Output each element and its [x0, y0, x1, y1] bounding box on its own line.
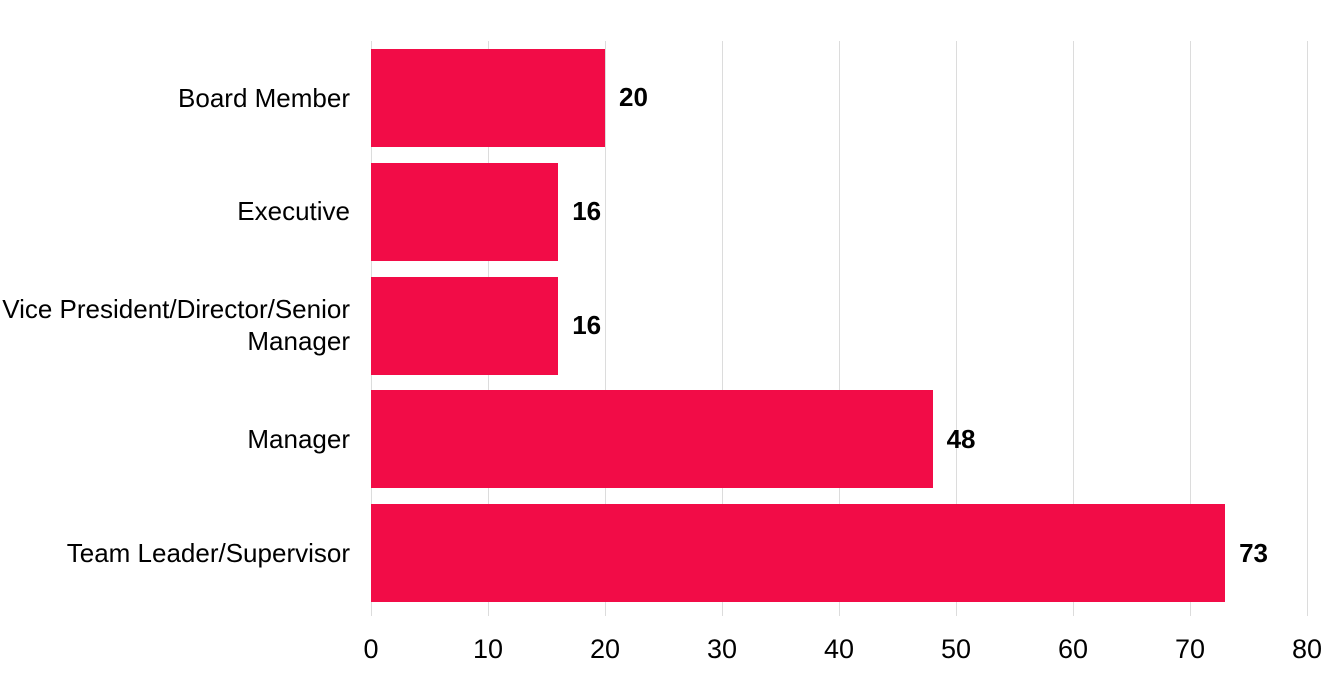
- gridline: [1307, 41, 1308, 610]
- x-tick-mark: [1307, 610, 1308, 616]
- x-tick-mark: [605, 610, 606, 616]
- x-tick-label: 50: [940, 634, 972, 664]
- value-label: 73: [1239, 537, 1269, 568]
- category-label: Vice President/Director/Senior Manager: [2, 293, 350, 357]
- x-tick-mark: [1073, 610, 1074, 616]
- category-label: Team Leader/Supervisor: [66, 537, 350, 568]
- x-tick-mark: [1190, 610, 1191, 616]
- gridline: [722, 41, 723, 610]
- x-tick-label: 10: [472, 634, 504, 664]
- x-tick-label: 40: [823, 634, 855, 664]
- gridline: [839, 41, 840, 610]
- bar: [371, 48, 605, 147]
- value-label: 48: [946, 423, 976, 454]
- x-tick-mark: [839, 610, 840, 616]
- bar: [371, 504, 1226, 603]
- category-label: Manager: [247, 424, 350, 455]
- x-tick-label: 30: [706, 634, 738, 664]
- x-tick-label: 60: [1057, 634, 1089, 664]
- bar: [371, 276, 559, 375]
- x-tick-label: 80: [1291, 634, 1323, 664]
- gridline: [605, 41, 606, 610]
- x-tick-mark: [488, 610, 489, 616]
- value-label: 16: [572, 196, 602, 227]
- category-label: Executive: [237, 196, 350, 227]
- x-tick-label: 0: [363, 634, 379, 664]
- x-tick-mark: [956, 610, 957, 616]
- gridline: [1190, 41, 1191, 610]
- bar: [371, 162, 559, 261]
- gridline: [1073, 41, 1074, 610]
- x-tick-label: 70: [1174, 634, 1206, 664]
- x-tick-mark: [371, 610, 372, 616]
- category-label: Board Member: [178, 82, 350, 113]
- x-tick-mark: [722, 610, 723, 616]
- value-label: 16: [572, 309, 602, 340]
- bar: [371, 390, 933, 489]
- value-label: 20: [619, 82, 648, 113]
- x-tick-label: 20: [589, 634, 621, 664]
- gridline: [956, 41, 957, 610]
